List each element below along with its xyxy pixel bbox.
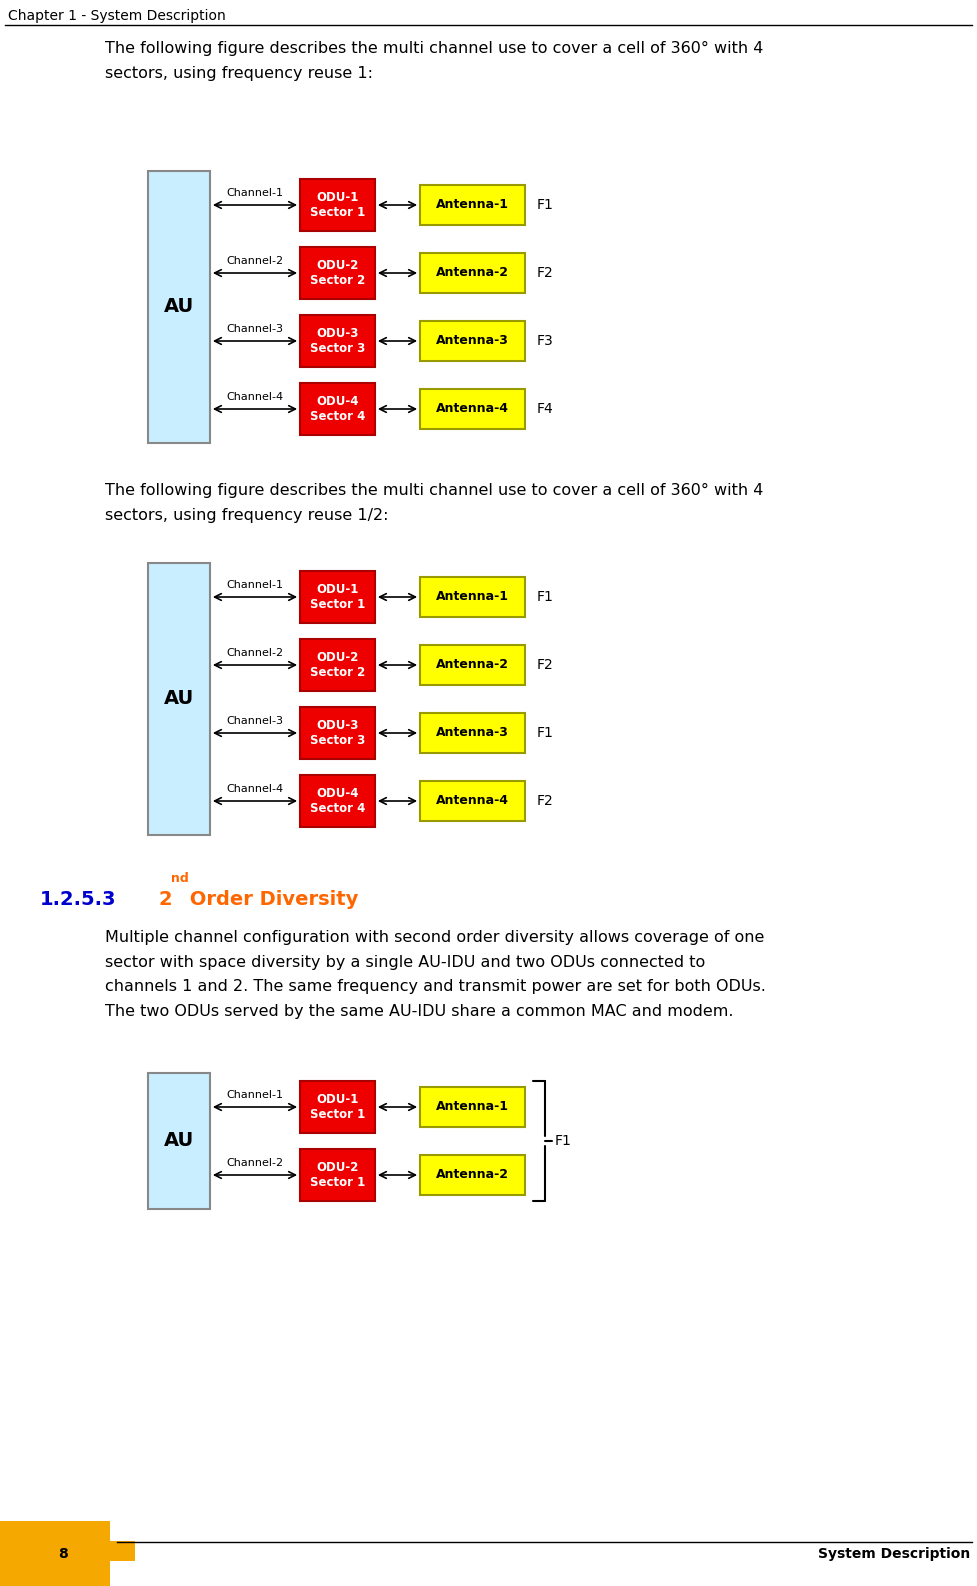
Text: AU: AU [164, 690, 194, 709]
Text: ODU-1
Sector 1: ODU-1 Sector 1 [310, 584, 365, 611]
FancyBboxPatch shape [0, 1542, 135, 1561]
FancyBboxPatch shape [300, 1082, 375, 1132]
Text: Antenna-4: Antenna-4 [436, 795, 509, 807]
FancyBboxPatch shape [300, 776, 375, 826]
FancyBboxPatch shape [420, 254, 525, 293]
Text: ODU-1
Sector 1: ODU-1 Sector 1 [310, 1093, 365, 1121]
Text: Channel-4: Channel-4 [227, 783, 283, 795]
Text: The following figure describes the multi channel use to cover a cell of 360° wit: The following figure describes the multi… [105, 484, 763, 523]
Text: Channel-1: Channel-1 [227, 1090, 283, 1101]
Text: Channel-3: Channel-3 [227, 715, 283, 726]
Text: Antenna-3: Antenna-3 [436, 726, 509, 739]
Text: Channel-1: Channel-1 [227, 580, 283, 590]
FancyBboxPatch shape [300, 316, 375, 366]
Text: Channel-3: Channel-3 [227, 324, 283, 335]
FancyBboxPatch shape [420, 320, 525, 362]
FancyBboxPatch shape [420, 186, 525, 225]
Text: Channel-2: Channel-2 [227, 649, 283, 658]
Text: Antenna-1: Antenna-1 [436, 198, 509, 211]
Text: Channel-4: Channel-4 [227, 392, 283, 401]
FancyBboxPatch shape [420, 389, 525, 428]
Text: Antenna-2: Antenna-2 [436, 1169, 509, 1182]
Text: AU: AU [164, 1131, 194, 1150]
Text: Antenna-2: Antenna-2 [436, 658, 509, 671]
Text: F1: F1 [537, 726, 554, 741]
Text: The following figure describes the multi channel use to cover a cell of 360° wit: The following figure describes the multi… [105, 41, 763, 81]
Text: Antenna-4: Antenna-4 [436, 403, 509, 416]
FancyBboxPatch shape [420, 646, 525, 685]
FancyBboxPatch shape [420, 780, 525, 822]
Text: F2: F2 [537, 266, 554, 281]
FancyBboxPatch shape [300, 639, 375, 691]
Text: Antenna-3: Antenna-3 [436, 335, 509, 347]
FancyBboxPatch shape [148, 563, 210, 834]
Text: ODU-3
Sector 3: ODU-3 Sector 3 [310, 327, 365, 355]
Text: Channel-2: Channel-2 [227, 255, 283, 266]
Text: AU: AU [164, 298, 194, 317]
FancyBboxPatch shape [420, 577, 525, 617]
FancyBboxPatch shape [300, 707, 375, 760]
FancyBboxPatch shape [148, 171, 210, 442]
Text: F4: F4 [537, 401, 554, 416]
Text: System Description: System Description [818, 1546, 970, 1561]
Text: 1.2.5.3: 1.2.5.3 [40, 890, 116, 909]
Text: F2: F2 [537, 658, 554, 672]
Text: Antenna-1: Antenna-1 [436, 590, 509, 604]
Text: Antenna-1: Antenna-1 [436, 1101, 509, 1113]
FancyBboxPatch shape [300, 1148, 375, 1201]
Text: Channel-2: Channel-2 [227, 1158, 283, 1167]
Text: nd: nd [171, 872, 189, 885]
Text: 2: 2 [158, 890, 172, 909]
Text: ODU-1
Sector 1: ODU-1 Sector 1 [310, 190, 365, 219]
Text: F1: F1 [537, 198, 554, 213]
FancyBboxPatch shape [420, 714, 525, 753]
FancyBboxPatch shape [300, 179, 375, 232]
FancyBboxPatch shape [300, 247, 375, 300]
Text: Channel-1: Channel-1 [227, 189, 283, 198]
Text: F1: F1 [537, 590, 554, 604]
FancyBboxPatch shape [300, 571, 375, 623]
Text: F3: F3 [537, 335, 554, 347]
Text: ODU-2
Sector 2: ODU-2 Sector 2 [310, 650, 365, 679]
Text: F1: F1 [555, 1134, 572, 1148]
Text: Order Diversity: Order Diversity [183, 890, 359, 909]
Text: F2: F2 [537, 795, 554, 807]
Text: ODU-3
Sector 3: ODU-3 Sector 3 [310, 718, 365, 747]
FancyBboxPatch shape [300, 382, 375, 435]
Text: Antenna-2: Antenna-2 [436, 266, 509, 279]
Text: ODU-2
Sector 1: ODU-2 Sector 1 [310, 1161, 365, 1190]
FancyBboxPatch shape [148, 1074, 210, 1209]
FancyBboxPatch shape [420, 1155, 525, 1194]
FancyBboxPatch shape [0, 1521, 110, 1586]
Text: 8: 8 [58, 1546, 67, 1561]
FancyBboxPatch shape [420, 1086, 525, 1128]
Text: Chapter 1 - System Description: Chapter 1 - System Description [8, 10, 226, 24]
Text: ODU-4
Sector 4: ODU-4 Sector 4 [310, 787, 365, 815]
Text: ODU-4
Sector 4: ODU-4 Sector 4 [310, 395, 365, 423]
Text: ODU-2
Sector 2: ODU-2 Sector 2 [310, 259, 365, 287]
Text: Multiple channel configuration with second order diversity allows coverage of on: Multiple channel configuration with seco… [105, 929, 766, 1018]
